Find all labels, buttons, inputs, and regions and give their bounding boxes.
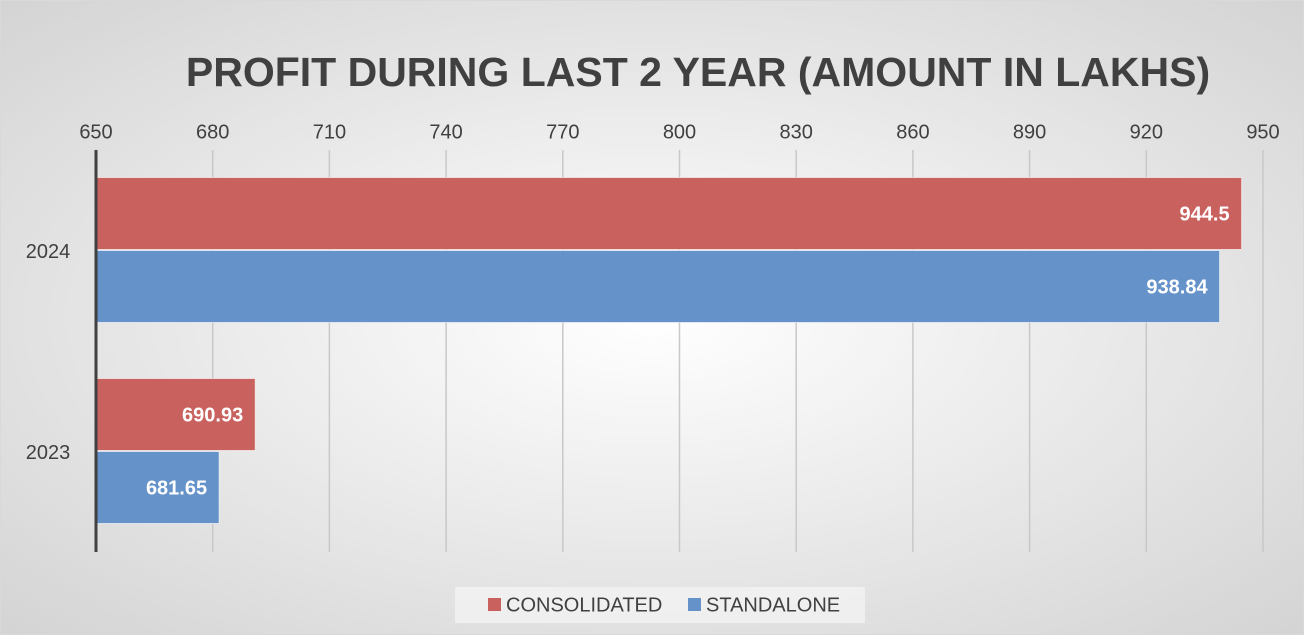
x-tick-label: 830 — [780, 121, 813, 143]
x-tick-label: 890 — [1013, 121, 1046, 143]
chart-title: PROFIT DURING LAST 2 YEAR (AMOUNT IN LAK… — [186, 49, 1210, 95]
x-tick-label: 860 — [896, 121, 929, 143]
data-label: 690.93 — [182, 404, 243, 426]
data-label: 681.65 — [146, 477, 207, 499]
legend-swatch — [688, 598, 701, 611]
x-tick-label: 920 — [1130, 121, 1163, 143]
legend-label: CONSOLIDATED — [506, 594, 662, 616]
x-tick-label: 710 — [313, 121, 346, 143]
x-tick-label: 950 — [1246, 121, 1279, 143]
data-label: 938.84 — [1146, 276, 1208, 298]
y-tick-label: 2023 — [26, 442, 71, 464]
legend-box — [455, 587, 865, 623]
x-tick-label: 650 — [79, 121, 112, 143]
bar — [95, 378, 256, 451]
bar — [95, 250, 1221, 323]
bar — [95, 451, 220, 524]
legend-swatch — [488, 598, 501, 611]
x-tick-label: 800 — [663, 121, 696, 143]
y-tick-label: 2024 — [26, 241, 71, 263]
data-label: 944.5 — [1180, 203, 1230, 225]
bar — [95, 177, 1243, 250]
x-tick-label: 740 — [429, 121, 462, 143]
x-tick-label: 770 — [546, 121, 579, 143]
x-tick-label: 680 — [196, 121, 229, 143]
legend-label: STANDALONE — [706, 594, 840, 616]
